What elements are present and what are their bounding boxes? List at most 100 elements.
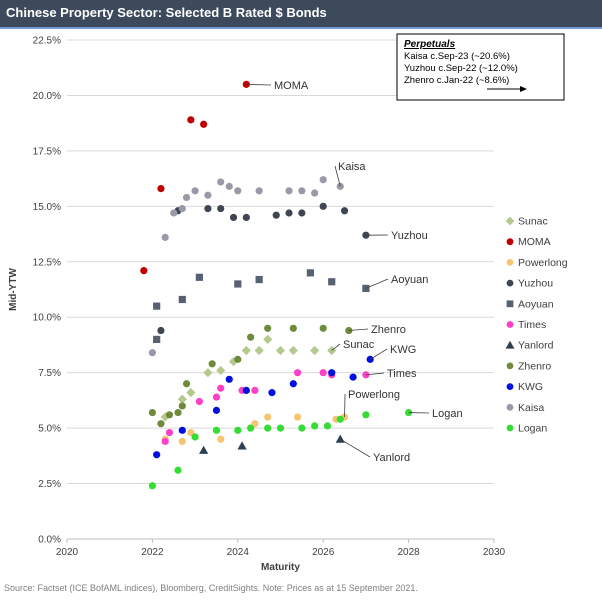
point-logan [264, 424, 272, 432]
point-kaisa [319, 176, 327, 184]
point-times [161, 437, 169, 446]
legend-marker-logan [506, 424, 514, 432]
annotation-label-moma: MOMA [274, 80, 309, 92]
point-kwg [268, 389, 276, 397]
point-zhenro [319, 324, 327, 332]
point-sunac [288, 345, 298, 356]
point-yuzhou [217, 204, 225, 213]
point-logan [212, 426, 221, 434]
annotation-label-zhenro: Zhenro [371, 324, 406, 336]
legend-label-moma: MOMA [518, 236, 551, 248]
point-zhenro [208, 360, 216, 368]
point-zhenro [165, 411, 174, 419]
point-kaisa [285, 187, 293, 195]
point-times [319, 369, 327, 377]
point-kaisa [217, 178, 225, 186]
x-tick-label: 2024 [227, 547, 250, 558]
point-logan [362, 411, 370, 419]
point-yuzhou [204, 204, 212, 213]
point-yuzhou [272, 211, 280, 219]
y-tick-label: 2.5% [38, 479, 61, 490]
legend-marker-kaisa [506, 403, 514, 411]
legend-label-powerlong: Powerlong [518, 257, 568, 269]
point-logan [323, 422, 332, 430]
point-kaisa [311, 189, 319, 197]
x-axis-label: Maturity [261, 562, 300, 573]
point-sunac [203, 368, 213, 378]
point-kwg [153, 451, 161, 459]
point-times [251, 386, 259, 395]
point-logan [148, 482, 156, 490]
point-yuzhou [285, 209, 293, 217]
legend-marker-sunac [505, 216, 515, 226]
legend-label-sunac: Sunac [518, 216, 548, 228]
annotation-label-times: Times [387, 368, 417, 380]
note-box-arrow-head [520, 86, 527, 92]
chart-title: Chinese Property Sector: Selected B Rate… [6, 5, 327, 20]
legend-marker-aoyuan [506, 300, 514, 308]
annotation-label-yuzhou: Yuzhou [391, 230, 428, 242]
legend-label-yuzhou: Yuzhou [518, 278, 553, 290]
point-sunac [263, 334, 273, 344]
y-tick-label: 12.5% [33, 257, 61, 268]
point-yuzhou [229, 213, 238, 222]
point-sunac [310, 345, 320, 356]
annotation-label-powerlong: Powerlong [348, 389, 400, 401]
point-powerlong [217, 435, 225, 443]
point-logan [298, 424, 306, 432]
point-sunac [216, 365, 226, 376]
point-kaisa [148, 349, 156, 357]
point-yuzhou [340, 207, 349, 215]
annotation-label-sunac: Sunac [343, 339, 375, 351]
point-logan [336, 415, 344, 423]
point-yanlord [199, 445, 209, 454]
point-yuzhou [319, 202, 327, 210]
point-kwg [242, 386, 250, 395]
point-zhenro [148, 408, 156, 417]
point-logan [311, 422, 319, 430]
point-sunac [241, 345, 251, 356]
point-kaisa [234, 187, 242, 195]
y-tick-label: 17.5% [33, 146, 61, 157]
annotation-label-logan: Logan [432, 408, 463, 420]
point-sunac [228, 356, 239, 367]
y-tick-label: 7.5% [38, 368, 61, 379]
point-kwg [225, 375, 233, 383]
legend-marker-yuzhou [506, 279, 514, 287]
legend-label-times: Times [518, 319, 546, 331]
y-tick-label: 20.0% [33, 91, 61, 102]
point-powerlong [264, 413, 272, 421]
footer-source-note: Source: Factset (ICE BofAML indices), Bl… [4, 583, 418, 593]
title-accent-line [0, 27, 602, 29]
point-aoyuan [328, 278, 336, 286]
legend-label-logan: Logan [518, 423, 547, 435]
point-kaisa [161, 233, 169, 241]
point-aoyuan [153, 335, 161, 343]
point-moma [187, 116, 195, 124]
legend-marker-times [506, 321, 514, 328]
point-zhenro [289, 324, 297, 332]
y-tick-label: 15.0% [33, 202, 61, 213]
x-tick-label: 2026 [312, 547, 335, 558]
point-kaisa [170, 209, 178, 217]
point-yuzhou [298, 209, 306, 217]
point-kaisa [225, 182, 233, 190]
point-moma [157, 184, 165, 193]
title-bar: Chinese Property Sector: Selected B Rate… [0, 0, 602, 27]
point-kwg [328, 369, 336, 377]
chart-svg: 0.0% 2.5% 5.0% 7.5% 10.0% 12.5% 15.0% 17.5% 20.0… [8, 33, 568, 573]
point-sunac [254, 345, 264, 356]
note-box-line: Yuzhou c.Sep-22 (~12.0%) [404, 63, 518, 74]
point-times [212, 393, 221, 401]
note-box-line: Zhenro c.Jan-22 (~8.6%) [404, 75, 509, 86]
legend-label-yanlord: Yanlord [518, 340, 554, 352]
legend-label-aoyuan: Aoyuan [518, 298, 554, 310]
point-logan [247, 424, 255, 432]
legend-label-kwg: KWG [518, 381, 543, 393]
point-yanlord [237, 441, 247, 450]
point-powerlong [251, 420, 259, 428]
point-powerlong [187, 428, 195, 437]
point-aoyuan [306, 269, 314, 277]
point-aoyuan [234, 280, 242, 288]
y-tick-label: 5.0% [38, 424, 61, 435]
